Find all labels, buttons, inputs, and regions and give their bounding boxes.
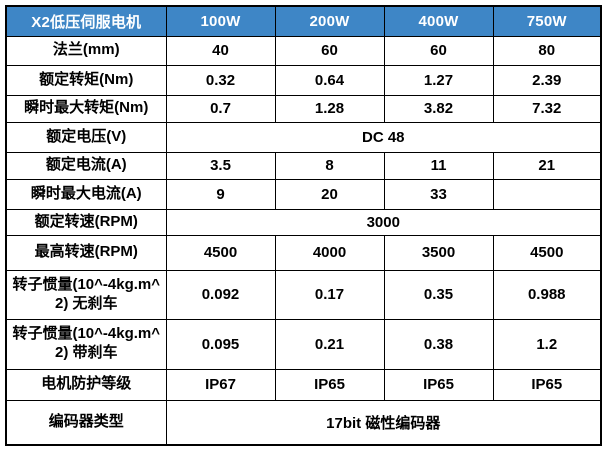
table-row-rotor-inertia-no-brake: 转子惯量(10^-4kg.m^2) 无刹车 0.092 0.17 0.35 0.… (5, 269, 602, 320)
table-row-max-speed: 最高转速(RPM) 4500 4000 3500 4500 (5, 234, 602, 271)
cell-value-empty (492, 178, 602, 210)
cell-value: 7.32 (492, 94, 602, 123)
row-label: 编码器类型 (5, 399, 167, 446)
cell-value-merged: 3000 (165, 208, 602, 236)
cell-value: 0.21 (274, 318, 385, 370)
cell-value: IP67 (165, 368, 276, 401)
cell-value: IP65 (492, 368, 602, 401)
row-label: 法兰(mm) (5, 35, 167, 66)
motor-spec-table-container: X2低压伺服电机 100W 200W 400W 750W 法兰(mm) 40 6… (5, 5, 602, 446)
cell-value: 8 (274, 151, 385, 180)
table-row-flange: 法兰(mm) 40 60 60 80 (5, 35, 602, 66)
row-label: 瞬时最大转矩(Nm) (5, 94, 167, 123)
column-header-100w: 100W (165, 5, 276, 37)
cell-value: IP65 (274, 368, 385, 401)
table-row-rated-torque: 额定转矩(Nm) 0.32 0.64 1.27 2.39 (5, 64, 602, 96)
row-label: 转子惯量(10^-4kg.m^2) 无刹车 (5, 269, 167, 320)
row-label: 额定电压(V) (5, 121, 167, 153)
row-label: 最高转速(RPM) (5, 234, 167, 271)
cell-value: 33 (383, 178, 494, 210)
cell-value: 3.82 (383, 94, 494, 123)
cell-value: 0.38 (383, 318, 494, 370)
row-label: 额定电流(A) (5, 151, 167, 180)
cell-value: 11 (383, 151, 494, 180)
cell-value-merged: 17bit 磁性编码器 (165, 399, 602, 446)
column-header-400w: 400W (383, 5, 494, 37)
table-row-rated-voltage: 额定电压(V) DC 48 (5, 121, 602, 153)
cell-value: 3500 (383, 234, 494, 271)
cell-value: 40 (165, 35, 276, 66)
cell-value: 4000 (274, 234, 385, 271)
table-row-peak-current: 瞬时最大电流(A) 9 20 33 (5, 178, 602, 210)
cell-value: 0.64 (274, 64, 385, 96)
row-label: 额定转矩(Nm) (5, 64, 167, 96)
motor-spec-table: X2低压伺服电机 100W 200W 400W 750W 法兰(mm) 40 6… (5, 5, 602, 446)
cell-value: 0.095 (165, 318, 276, 370)
row-label: 电机防护等级 (5, 368, 167, 401)
header-row: X2低压伺服电机 100W 200W 400W 750W (5, 5, 602, 37)
cell-value: 2.39 (492, 64, 602, 96)
row-label: 瞬时最大电流(A) (5, 178, 167, 210)
row-label: 转子惯量(10^-4kg.m^2) 带刹车 (5, 318, 167, 370)
cell-value: 1.28 (274, 94, 385, 123)
cell-value: 3.5 (165, 151, 276, 180)
table-row-rated-speed: 额定转速(RPM) 3000 (5, 208, 602, 236)
table-row-rotor-inertia-with-brake: 转子惯量(10^-4kg.m^2) 带刹车 0.095 0.21 0.38 1.… (5, 318, 602, 370)
cell-value: 60 (274, 35, 385, 66)
cell-value: 80 (492, 35, 602, 66)
table-row-encoder-type: 编码器类型 17bit 磁性编码器 (5, 399, 602, 446)
cell-value: 1.27 (383, 64, 494, 96)
table-row-rated-current: 额定电流(A) 3.5 8 11 21 (5, 151, 602, 180)
cell-value: 4500 (165, 234, 276, 271)
cell-value: 0.7 (165, 94, 276, 123)
cell-value: 21 (492, 151, 602, 180)
table-row-protection-rating: 电机防护等级 IP67 IP65 IP65 IP65 (5, 368, 602, 401)
cell-value: 0.988 (492, 269, 602, 320)
column-header-750w: 750W (492, 5, 602, 37)
cell-value: IP65 (383, 368, 494, 401)
cell-value-merged: DC 48 (165, 121, 602, 153)
cell-value: 4500 (492, 234, 602, 271)
table-row-peak-torque: 瞬时最大转矩(Nm) 0.7 1.28 3.82 7.32 (5, 94, 602, 123)
cell-value: 0.35 (383, 269, 494, 320)
cell-value: 0.17 (274, 269, 385, 320)
cell-value: 0.32 (165, 64, 276, 96)
cell-value: 9 (165, 178, 276, 210)
cell-value: 0.092 (165, 269, 276, 320)
cell-value: 20 (274, 178, 385, 210)
table-title-cell: X2低压伺服电机 (5, 5, 167, 37)
cell-value: 1.2 (492, 318, 602, 370)
column-header-200w: 200W (274, 5, 385, 37)
row-label: 额定转速(RPM) (5, 208, 167, 236)
cell-value: 60 (383, 35, 494, 66)
